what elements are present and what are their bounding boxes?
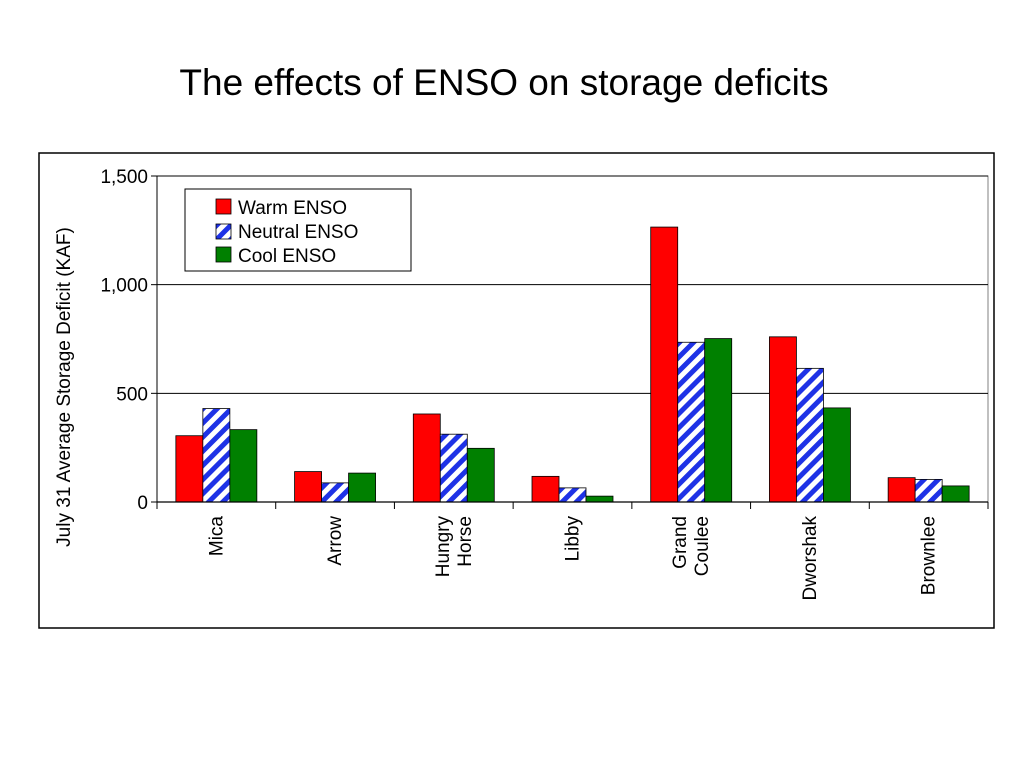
x-tick-label: Horse xyxy=(455,516,476,567)
x-tick-label: Libby xyxy=(563,516,584,562)
bar-neutral-arrow xyxy=(321,482,349,503)
x-tick-label: Coulee xyxy=(692,516,713,576)
legend-label-neutral: Neutral ENSO xyxy=(238,222,358,243)
y-tick-label: 1,500 xyxy=(100,167,148,188)
x-tick-label: Mica xyxy=(206,516,227,557)
x-tick-label: Grand xyxy=(670,516,691,569)
x-tick-label: Arrow xyxy=(325,516,346,566)
bar-neutral-brownlee xyxy=(914,478,943,503)
bar-warm-hungry-horse xyxy=(412,413,441,503)
bar-cool-libby xyxy=(585,495,614,503)
bar-cool-mica xyxy=(229,429,258,503)
bar-neutral-dworshak xyxy=(796,367,824,503)
bar-neutral-libby xyxy=(558,487,587,503)
bar-cool-arrow xyxy=(348,472,376,503)
bar-cool-hungry-horse xyxy=(466,447,495,503)
y-axis-label: July 31 Average Storage Deficit (KAF) xyxy=(54,227,75,547)
x-tick-label: Hungry xyxy=(433,516,454,578)
y-tick-label: 0 xyxy=(137,493,148,514)
legend-label-cool: Cool ENSO xyxy=(238,246,336,267)
y-tick-label: 500 xyxy=(116,384,148,405)
bar-cool-dworshak xyxy=(823,407,851,503)
legend-swatch-warm xyxy=(215,198,232,215)
bar-warm-arrow xyxy=(294,471,322,503)
bar-warm-libby xyxy=(531,475,560,503)
x-tick-label: Dworshak xyxy=(800,516,821,601)
bar-warm-mica xyxy=(175,435,204,503)
legend-label-warm: Warm ENSO xyxy=(238,198,347,219)
x-tick-label: Brownlee xyxy=(919,516,940,595)
y-tick-label: 1,000 xyxy=(100,276,148,297)
bar-neutral-hungry-horse xyxy=(439,433,468,503)
bar-warm-grand-coulee xyxy=(650,226,679,503)
bar-neutral-mica xyxy=(202,408,231,503)
chart-frame xyxy=(38,152,995,629)
bar-warm-brownlee xyxy=(887,477,916,503)
legend: Warm ENSO Neutral ENSO Cool ENSO xyxy=(184,188,412,272)
bar-cool-grand-coulee xyxy=(704,338,733,503)
legend-swatch-cool xyxy=(215,246,232,263)
bar-cool-brownlee xyxy=(941,485,970,503)
slide-title: The effects of ENSO on storage deficits xyxy=(179,62,829,103)
bar-warm-dworshak xyxy=(769,336,797,503)
bar-neutral-grand-coulee xyxy=(677,341,706,503)
legend-swatch-neutral xyxy=(215,223,232,240)
